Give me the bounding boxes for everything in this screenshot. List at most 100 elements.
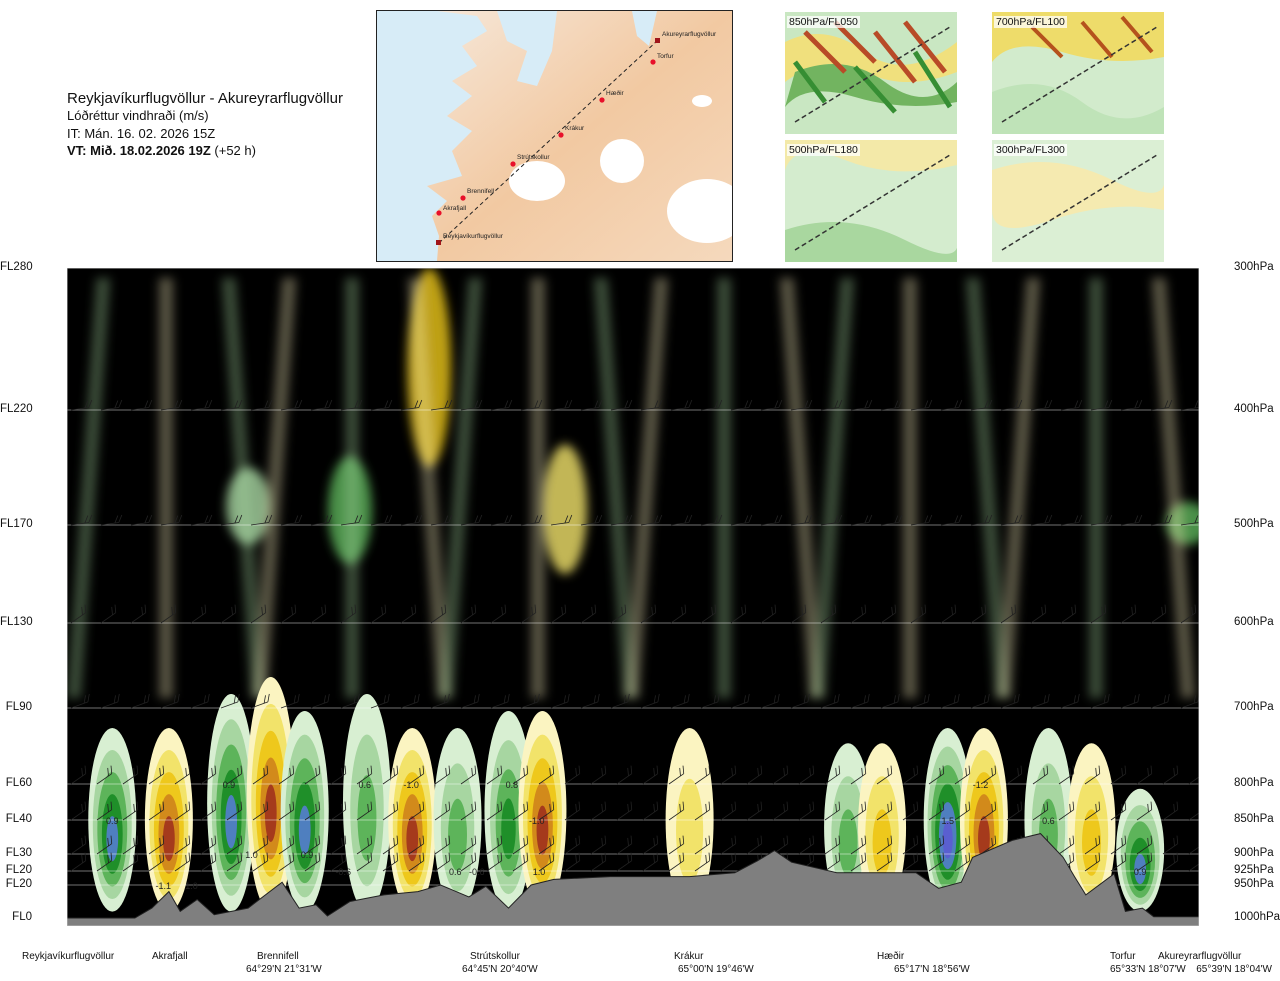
wind-barb (880, 399, 903, 411)
flight-level-label: FL280 (0, 261, 33, 273)
wind-barb (580, 693, 600, 709)
waypoint-coordinates: 64°29'N 21°31'W (246, 964, 322, 975)
wind-barb (820, 399, 843, 411)
wind-barb (1120, 604, 1137, 624)
wind-barb (954, 835, 971, 855)
wind-barb (340, 399, 363, 411)
flight-level-label: FL0 (12, 911, 32, 923)
wind-barb (200, 801, 217, 821)
wind-barb (252, 801, 269, 821)
wind-barb (1120, 693, 1140, 709)
wind-barb (1084, 852, 1101, 872)
mini-map-300[interactable]: 300hPa/FL300 (992, 140, 1164, 262)
route-map-graphic: Akureyrarflugvöllur Torfur Hæðir Krákur … (377, 11, 732, 261)
wind-barb (616, 835, 633, 855)
value-label: 1.0 (533, 867, 546, 877)
wind-barb (1180, 399, 1199, 411)
wind-barb (790, 693, 810, 709)
map-label-akureyri: Akureyrarflugvöllur (662, 31, 717, 38)
wind-barb (910, 604, 927, 624)
upper-streak (779, 278, 824, 698)
mini-map-700[interactable]: 700hPa/FL100 (992, 12, 1164, 134)
wind-barb (538, 835, 555, 855)
wind-barb (96, 852, 113, 872)
mini-map-850-graphic (785, 12, 957, 134)
wind-barb (720, 765, 737, 785)
wind-barb (880, 514, 903, 526)
wind-barb (226, 852, 243, 872)
wind-barb (1136, 852, 1153, 872)
wind-barb (1188, 809, 1199, 821)
wind-barb (70, 399, 93, 411)
value-label: -0.6 (335, 867, 351, 877)
map-label-reykjavik: Reykjavíkurflugvöllur (443, 233, 504, 240)
flight-level-label: FL40 (5, 813, 32, 825)
waypoint-name: Hæðir (877, 951, 905, 962)
wind-barb (580, 514, 603, 526)
wind-barb (1120, 514, 1143, 526)
wind-barb (148, 835, 165, 855)
wind-barb (1060, 604, 1077, 624)
wind-barb (1000, 693, 1020, 709)
wind-barb (902, 801, 919, 821)
valid-time-lead: (+52 h) (210, 143, 256, 158)
wind-barb (670, 693, 690, 709)
motion-band (406, 816, 419, 862)
waypoint-name: Akrafjall (152, 951, 188, 962)
wind-barb (130, 604, 147, 624)
mini-map-700-graphic (992, 12, 1164, 134)
wind-barb (434, 801, 451, 821)
motion-band (501, 798, 516, 860)
motion-band (1082, 809, 1101, 876)
wind-barb (1120, 399, 1143, 411)
wind-barb (642, 852, 659, 872)
value-label: 0.9 (301, 850, 314, 860)
pressure-level-label: 925hPa (1234, 864, 1274, 876)
wind-barb (880, 604, 897, 624)
wind-barb (70, 801, 87, 821)
wind-barb (910, 514, 933, 526)
wind-barb (1150, 693, 1170, 709)
wind-barb (820, 604, 837, 624)
wind-barb (280, 514, 303, 526)
wind-barb (1150, 399, 1173, 411)
wind-barb (1180, 514, 1199, 526)
wind-barb (190, 604, 207, 624)
wind-barb (430, 399, 453, 411)
wind-barb (610, 693, 630, 709)
wind-barb (790, 604, 807, 624)
mini-map-850[interactable]: 850hPa/FL050 (785, 12, 957, 134)
wind-barb (1162, 765, 1179, 785)
value-label: 0.9 (106, 816, 119, 826)
wind-barb (1188, 843, 1199, 855)
wind-barb (70, 514, 93, 526)
wind-barb (330, 852, 347, 872)
cross-section-chart: 0.9 -1.1 1.0 0.9 1.0 0.9 -0.6 0.6 -1.0 0.6 -0.6 0.8… (67, 268, 1199, 926)
pressure-level-label: 800hPa (1234, 777, 1274, 789)
wind-barb (408, 835, 425, 855)
wind-barb (130, 514, 153, 526)
wind-barb (220, 514, 243, 526)
wind-barb (310, 693, 330, 709)
wind-barb (876, 835, 893, 855)
wind-barb (1030, 693, 1050, 709)
wind-barb (252, 835, 269, 855)
wind-barb (174, 835, 191, 855)
wind-barb (610, 514, 633, 526)
wind-barb (490, 399, 513, 411)
wind-barb (1032, 801, 1049, 821)
wind-barb (640, 514, 663, 526)
wind-barb (580, 604, 597, 624)
wind-barb (1090, 399, 1113, 411)
wind-barb (96, 801, 113, 821)
wind-barb (370, 399, 393, 411)
wind-barb (100, 693, 120, 709)
wind-barb (876, 801, 893, 821)
wind-barb (1180, 604, 1197, 624)
wind-barb (520, 514, 543, 526)
motion-band (298, 805, 311, 855)
mini-map-500[interactable]: 500hPa/FL180 (785, 140, 957, 262)
wind-barb (250, 604, 267, 624)
wind-barb (304, 765, 321, 785)
mini-map-500-label: 500hPa/FL180 (787, 144, 860, 156)
